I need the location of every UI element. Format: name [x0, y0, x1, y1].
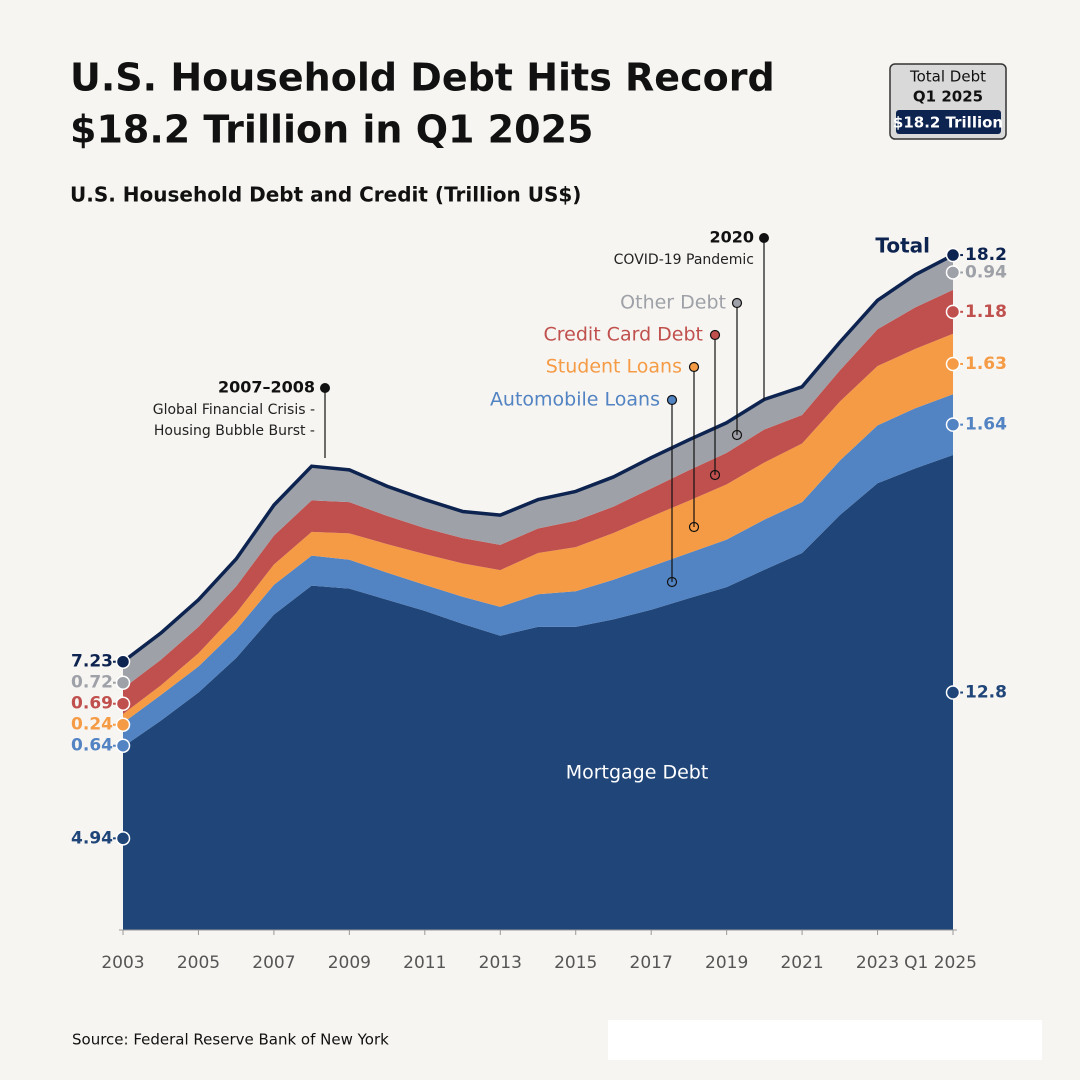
badge-text: Q1 2025	[913, 88, 983, 106]
x-tick-label: 2021	[780, 953, 823, 973]
source: Source: Federal Reserve Bank of New York	[72, 1031, 389, 1049]
value-label: 0.72	[71, 673, 113, 693]
value-label: 1.63	[965, 354, 1007, 374]
total-label: Total	[875, 234, 930, 258]
value-label: 0.64	[71, 736, 113, 756]
value-label: 1.18	[965, 302, 1007, 322]
x-tick-label: 2015	[554, 953, 597, 973]
badge-text: Total Debt	[909, 68, 986, 86]
start-dot	[115, 696, 131, 711]
x-tick-label: 2019	[705, 953, 748, 973]
x-tick-label: Q1 2025	[904, 953, 977, 973]
leader-end	[709, 469, 721, 481]
end-dot	[945, 265, 961, 280]
annotation-label: 2007–2008	[218, 378, 315, 397]
annotation-text: Global Financial Crisis -	[153, 402, 315, 418]
badge-text: $18.2 Trillion	[893, 114, 1003, 132]
total-dot	[115, 654, 131, 669]
annotation-dot	[320, 383, 330, 393]
leader-dot	[688, 361, 700, 373]
start-dot	[115, 831, 131, 846]
value-label: 7.23	[71, 652, 113, 672]
x-tick-label: 2013	[479, 953, 522, 973]
series-label: Automobile Loans	[490, 389, 660, 411]
x-tick-label: 2007	[252, 953, 295, 973]
annotation-dot	[759, 233, 769, 243]
leader-end	[666, 576, 678, 588]
blank-box	[608, 1020, 1042, 1060]
x-tick-label: 2017	[630, 953, 673, 973]
x-tick-label: 2003	[101, 953, 144, 973]
start-dot	[115, 675, 131, 690]
value-label: 4.94	[71, 828, 113, 848]
subtitle: U.S. Household Debt and Credit (Trillion…	[70, 183, 581, 207]
leader-end	[731, 429, 743, 441]
total-line	[121, 253, 954, 664]
x-tick-label: 2005	[177, 953, 220, 973]
x-tick-label: 2009	[328, 953, 371, 973]
title: U.S. Household Debt Hits Record	[70, 56, 775, 100]
start-dot	[115, 738, 131, 753]
total-dot	[945, 247, 961, 263]
x-tick-label: 2023	[856, 953, 899, 973]
value-label: 18.2	[965, 245, 1007, 265]
annotation-label: 2020	[709, 228, 754, 247]
value-label: 0.24	[71, 715, 113, 735]
leader-dot	[731, 297, 743, 309]
leader-dot	[709, 329, 721, 341]
x-tick-label: 2011	[403, 953, 446, 973]
leader-end	[688, 521, 700, 533]
title: $18.2 Trillion in Q1 2025	[70, 108, 593, 152]
value-label: 12.8	[965, 683, 1007, 703]
leader-dot	[666, 394, 678, 406]
series-label: Credit Card Debt	[544, 324, 704, 346]
value-label: 0.94	[965, 262, 1007, 282]
series-label: Student Loans	[546, 356, 682, 378]
annotation-text: COVID-19 Pandemic	[614, 252, 754, 268]
annotation-text: Housing Bubble Burst -	[154, 423, 315, 439]
value-label: 1.64	[965, 415, 1007, 435]
end-dot	[945, 304, 961, 320]
badge-highlight	[896, 110, 1001, 134]
area	[123, 455, 953, 930]
series-label: Other Debt	[620, 292, 726, 314]
plot: 2003 2005 2007 2009 2011 2013 2015 2017 2019 2021…	[71, 228, 1007, 974]
value-label: 0.69	[71, 694, 113, 714]
end-dot	[945, 417, 961, 432]
start-dot	[115, 717, 131, 732]
end-dot	[945, 356, 961, 372]
end-dot	[945, 685, 961, 700]
series-label: Mortgage Debt	[566, 762, 709, 784]
